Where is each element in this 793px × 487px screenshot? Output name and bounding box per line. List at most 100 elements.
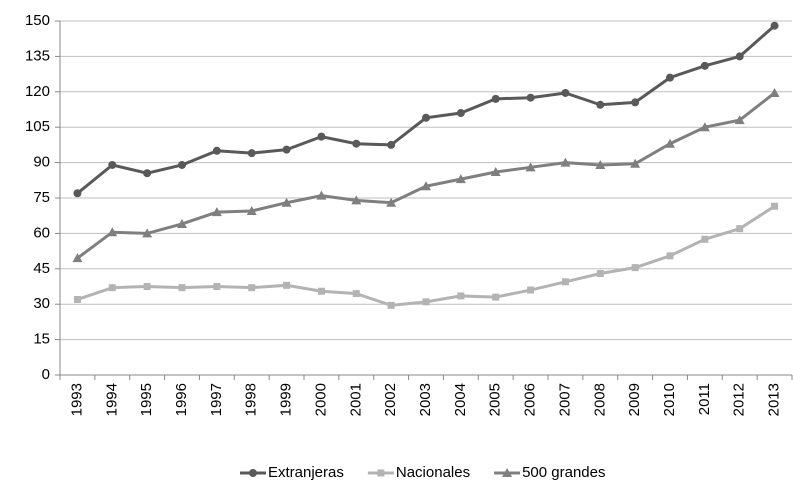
marker [736, 225, 744, 233]
x-tick-label: 2009 [626, 383, 643, 416]
marker [386, 197, 397, 207]
marker [525, 162, 536, 172]
x-tick-label: 2003 [417, 383, 434, 416]
marker [316, 190, 327, 200]
x-tick-label: 2005 [487, 383, 504, 416]
marker [213, 283, 221, 290]
marker [143, 169, 152, 178]
x-tick-label: 2007 [556, 383, 573, 416]
x-tick-label: 1997 [208, 383, 225, 416]
marker [457, 292, 465, 300]
marker [421, 181, 431, 191]
marker [596, 270, 604, 278]
marker [527, 286, 535, 294]
x-tick-label: 1993 [68, 383, 85, 416]
marker [502, 468, 513, 477]
marker [560, 157, 571, 167]
marker [700, 61, 709, 70]
marker [351, 195, 362, 205]
y-tick-label: 105 [25, 118, 50, 135]
y-tick-label: 45 [33, 260, 50, 277]
marker [108, 284, 116, 292]
y-tick-label: 0 [42, 366, 50, 383]
x-tick-label: 2004 [452, 383, 469, 416]
marker [317, 287, 325, 295]
y-tick-label: 75 [33, 189, 50, 206]
marker [422, 113, 430, 122]
x-tick-label: 2011 [696, 383, 713, 415]
marker [212, 146, 221, 155]
marker [387, 140, 396, 149]
x-tick-label: 2012 [731, 383, 748, 416]
x-tick-label: 1998 [243, 383, 260, 416]
marker [317, 132, 326, 141]
marker [73, 189, 82, 198]
marker [630, 158, 641, 168]
marker [108, 160, 117, 169]
marker [561, 88, 570, 97]
marker [249, 469, 257, 477]
marker [283, 281, 291, 289]
legend-label: Extranjeras [268, 464, 344, 481]
x-tick-label: 1999 [278, 383, 295, 416]
x-tick-label: 2002 [382, 383, 399, 416]
x-tick-label: 2001 [347, 383, 364, 416]
marker [178, 284, 186, 292]
marker [281, 197, 292, 207]
x-tick-label: 2000 [312, 383, 329, 416]
marker [770, 21, 779, 30]
marker [211, 207, 222, 217]
marker [72, 253, 83, 263]
legend-label: 500 grandes [522, 464, 605, 481]
marker [142, 228, 153, 238]
x-tick-label: 2010 [661, 383, 678, 416]
marker [352, 139, 361, 148]
marker [387, 301, 395, 309]
marker [666, 73, 674, 82]
marker [526, 93, 535, 102]
marker [631, 264, 639, 272]
y-tick-label: 150 [25, 12, 50, 29]
x-tick-label: 2008 [591, 383, 608, 416]
marker [246, 205, 257, 215]
y-tick-label: 135 [25, 47, 50, 64]
marker [769, 87, 780, 97]
legend-label: Nacionales [396, 464, 470, 481]
y-tick-label: 60 [33, 224, 50, 241]
marker [596, 100, 605, 109]
marker [107, 227, 118, 237]
marker [666, 252, 674, 260]
marker [248, 284, 256, 292]
marker [352, 290, 360, 298]
marker [73, 295, 81, 303]
marker [595, 159, 606, 169]
marker [247, 149, 256, 158]
marker [631, 98, 640, 107]
marker [377, 469, 385, 477]
x-tick-label: 2013 [766, 383, 783, 416]
marker [561, 278, 569, 286]
x-tick-label: 1995 [138, 383, 155, 416]
marker [734, 115, 745, 125]
marker [143, 283, 151, 290]
marker [455, 174, 466, 184]
y-tick-label: 30 [33, 295, 50, 312]
y-tick-label: 15 [33, 331, 50, 348]
marker [699, 122, 710, 132]
x-tick-label: 2006 [522, 383, 539, 416]
marker [177, 218, 187, 228]
y-tick-label: 120 [25, 83, 50, 100]
marker [490, 167, 501, 177]
marker [282, 145, 291, 154]
y-tick-label: 90 [33, 154, 50, 171]
marker [456, 109, 465, 118]
marker [178, 160, 186, 169]
marker [701, 235, 709, 243]
marker [422, 298, 430, 306]
marker [491, 94, 500, 103]
x-tick-label: 1996 [173, 383, 190, 416]
marker [735, 52, 744, 61]
marker [665, 138, 675, 148]
marker [771, 202, 779, 210]
